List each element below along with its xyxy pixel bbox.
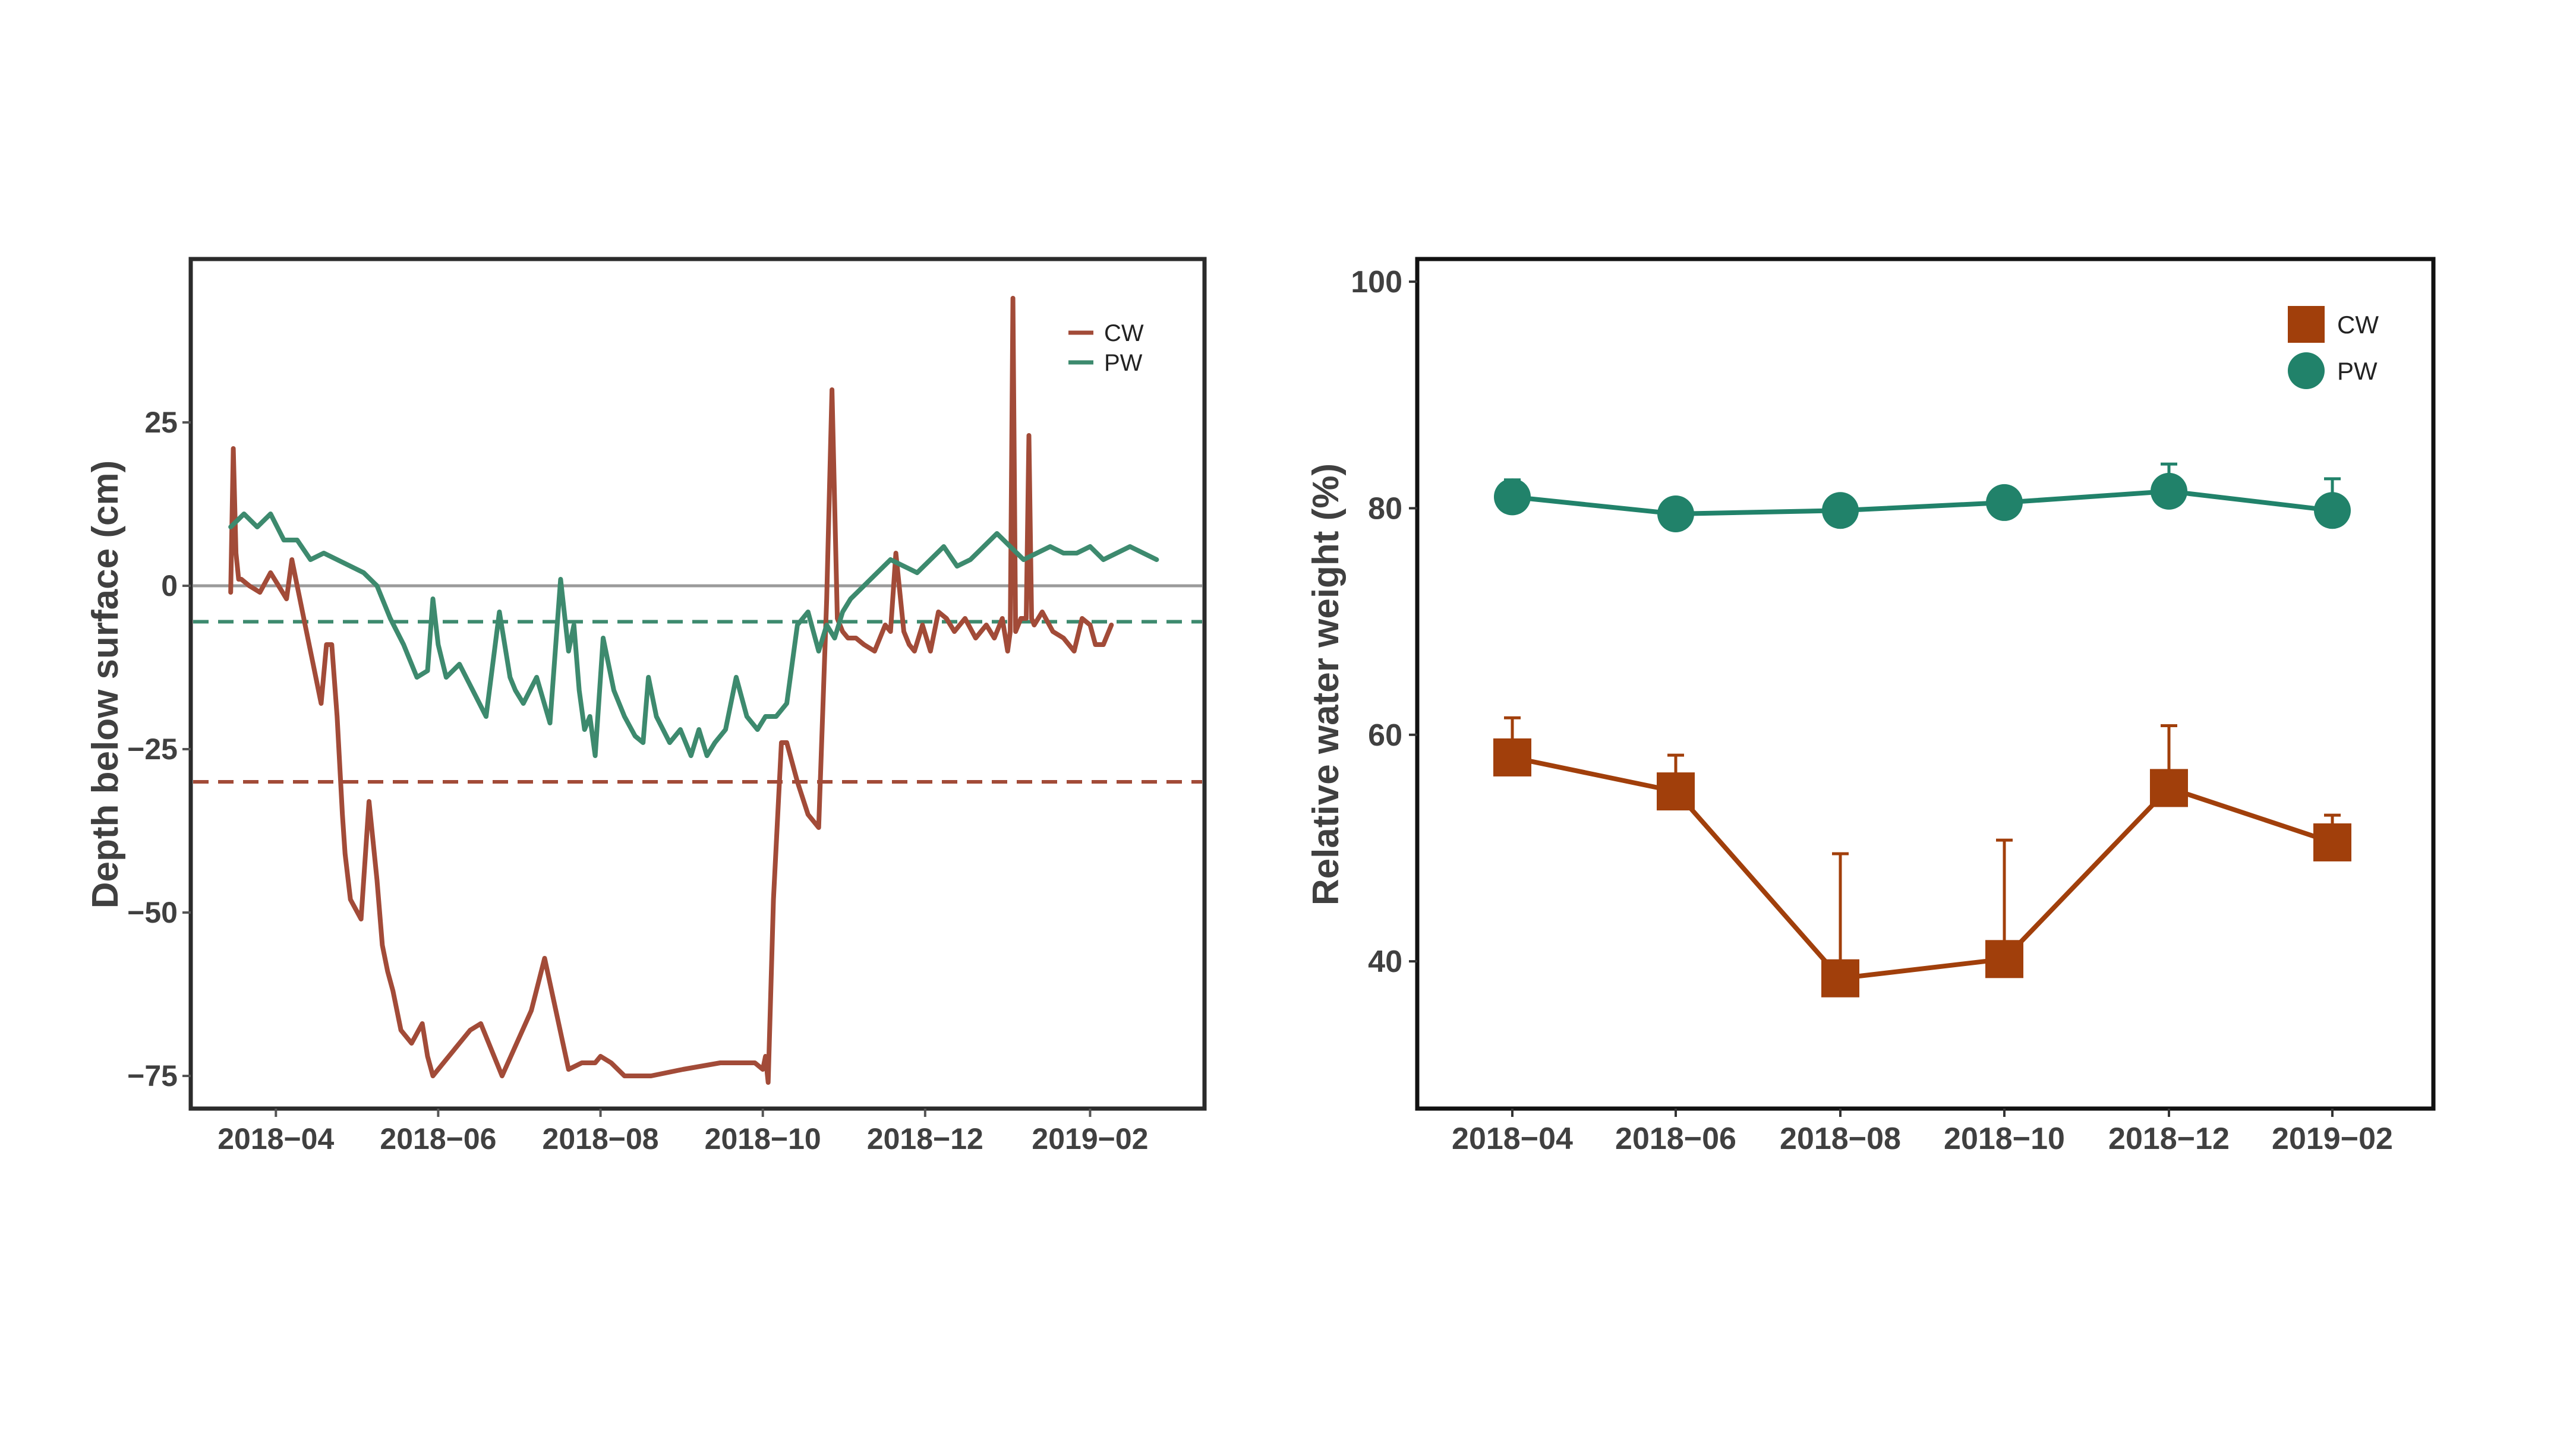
y-tick-label: −50 [127,896,178,929]
data-point [2314,492,2351,529]
x-axis: 2018−04 2018−06 2018−08 2018−10 2018−12 2019−… [217,1109,1148,1156]
y-tick-label: −25 [127,733,178,766]
series-line-pw [228,512,1159,758]
y-axis: −75 −50 −25 0 25 [127,406,191,1093]
x-tick-label: 2018−12 [867,1122,983,1156]
legend-swatch-pw [2288,352,2325,389]
x-tick-label: 2019−02 [1032,1122,1148,1156]
x-tick-label: 2018−04 [1452,1122,1573,1156]
series-cw [1493,716,2351,997]
series-line-cw [228,296,1114,1085]
y-axis-title: Relative water weight (%) [1306,463,1347,905]
y-tick-label: 100 [1351,265,1402,299]
x-tick-label: 2018−06 [1615,1122,1736,1156]
data-point [2150,769,2188,807]
data-point [1657,495,1694,532]
legend-label-pw: PW [2337,357,2378,385]
x-tick-label: 2018−10 [705,1122,821,1156]
data-point [1985,940,2023,978]
series-line-cw [1512,755,2334,981]
x-tick-label: 2018−10 [1944,1122,2065,1156]
legend-label-cw: CW [1104,320,1144,346]
data-point [2151,472,2187,510]
series-lines [228,296,1159,1085]
x-tick-label: 2018−12 [2108,1122,2230,1156]
x-tick-label: 2019−02 [2272,1122,2393,1156]
y-axis: 40 60 80 100 [1351,265,1417,979]
series-lines [1493,462,2351,997]
legend: CW PW [1068,320,1144,376]
series-line-pw [1512,488,2333,516]
y-tick-label: 80 [1368,491,1402,526]
y-tick-label: −75 [127,1059,178,1093]
depth-chart: −75 −50 −25 0 25 2018−04 2018−06 2018−08 2018−1… [85,257,1207,1156]
y-tick-label: 0 [161,569,178,602]
data-point [1494,478,1531,516]
x-tick-label: 2018−06 [380,1122,496,1156]
y-axis-title: Depth below surface (cm) [85,460,126,908]
legend-label-cw: CW [2337,311,2379,339]
series-pw [1494,462,2351,532]
legend-swatch-cw [2288,306,2325,343]
plot-frame [188,257,1207,1111]
data-point [1821,959,1859,997]
data-point [2313,823,2351,861]
data-point [1493,738,1531,776]
x-axis: 2018−04 2018−06 2018−08 2018−10 2018−12 2019−… [1452,1109,2393,1156]
x-tick-label: 2018−04 [217,1122,334,1156]
legend-label-pw: PW [1104,350,1143,376]
x-tick-label: 2018−08 [1780,1122,1901,1156]
y-tick-label: 60 [1368,718,1402,753]
data-point [1657,772,1695,811]
reference-lines [193,584,1202,784]
y-tick-label: 25 [144,406,178,439]
plot-frame [1415,257,2436,1111]
data-point [1822,492,1859,529]
y-tick-label: 40 [1368,945,1402,979]
x-tick-label: 2018−08 [543,1122,659,1156]
legend: CW PW [2288,306,2379,389]
data-point [1986,484,2023,521]
